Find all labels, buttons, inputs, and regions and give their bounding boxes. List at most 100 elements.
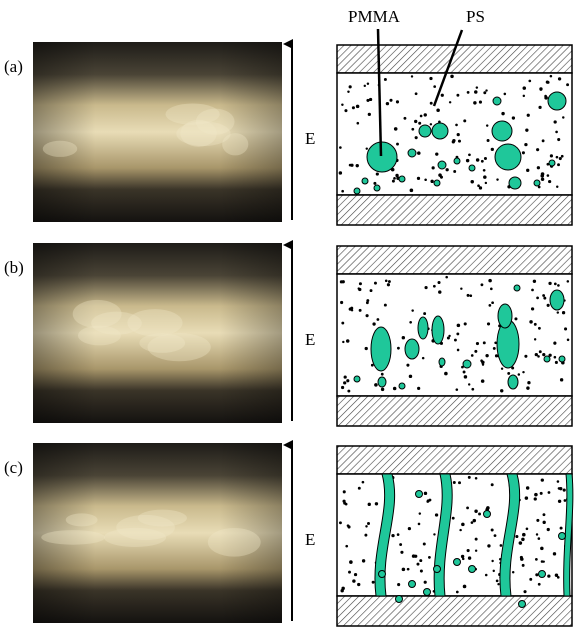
ps-dot [500,544,503,547]
electrode-bottom [337,195,572,225]
ps-dot [543,297,546,300]
pmma-droplet [469,566,476,573]
ps-dot [525,128,528,131]
ps-dot [438,290,441,293]
ps-dot [474,509,477,512]
ps-dot [493,570,495,572]
ps-dot [392,180,395,183]
ps-dot [491,528,494,531]
ps-dot [433,285,436,288]
ps-dot [487,139,490,142]
pmma-droplet [408,149,416,157]
ps-dot [403,117,406,120]
ps-dot [344,109,347,112]
pmma-droplet [484,511,491,518]
ps-dot [447,336,450,339]
ps-dot [473,519,476,522]
pmma-droplet [409,581,416,588]
ps-dot [407,568,410,571]
ps-dot [422,357,425,360]
ps-dot [479,186,482,189]
ps-dot [461,555,464,558]
ps-dot [482,363,484,365]
ps-dot [418,122,421,125]
panel: (b)E [4,243,572,426]
ps-dot [444,372,448,376]
panel-label: (b) [4,258,24,277]
micrograph-blob [166,103,220,124]
ps-dot [543,513,546,516]
ps-dot [370,289,373,292]
ps-dot [559,157,562,160]
pmma-droplet [405,339,419,359]
pmma-droplet [416,491,423,498]
ps-dot [393,177,396,180]
ps-dot [433,85,436,88]
ps-dot [397,533,400,536]
ps-dot [467,294,470,297]
ps-dot [406,364,409,367]
ps-dot [534,493,538,497]
panel: (c)E [4,443,573,626]
ps-dot [394,127,398,131]
ps-dot [356,164,359,167]
ps-dot [543,560,545,562]
ps-dot [424,178,427,181]
ps-dot [481,283,484,286]
ps-dot [435,513,438,516]
ps-dot [550,75,553,78]
ps-dot [399,543,402,546]
ps-dot [410,189,414,193]
ps-dot [518,373,521,376]
ps-dot [458,481,461,484]
ps-dot [547,174,550,177]
ps-dot [483,175,487,179]
ps-dot [471,521,474,524]
micrograph-blob [139,333,185,353]
ps-dot [496,178,498,180]
ps-dot [470,180,473,183]
ps-dot [540,492,543,495]
ps-dot [501,112,504,115]
ps-dot [364,534,367,537]
pmma-droplet [439,358,445,366]
ps-dot [389,99,392,102]
ps-dot [341,104,343,106]
ps-dot [567,339,570,342]
ps-dot [478,513,481,516]
ps-dot [546,81,549,84]
ps-dot [522,564,525,567]
ps-dot [462,558,465,561]
ps-dot [547,304,550,307]
ps-dot [419,512,421,514]
pmma-droplet [399,383,405,389]
ps-dot [474,90,478,94]
ps-dot [339,521,342,524]
ps-dot [555,131,558,134]
ps-dot [349,560,353,564]
electrode-top [337,446,572,474]
ps-dot [547,528,550,531]
ps-dot [477,184,480,187]
ps-dot [567,280,570,283]
ps-dot [415,92,418,95]
ps-dot [523,86,527,90]
ps-dot [548,282,551,285]
ps-dot [400,551,403,554]
micrograph-blob [208,528,261,557]
ps-dot [456,591,459,594]
ps-dot [348,571,351,574]
ps-dot [365,525,367,527]
ps-dot [372,581,375,584]
ps-dot [359,282,362,285]
ps-dot [526,386,529,389]
pmma-label: PMMA [348,7,401,26]
ps-dot [365,347,368,350]
ps-dot [535,573,538,576]
ps-dot [397,347,400,350]
ps-dot [343,490,346,493]
ps-dot [456,94,459,97]
ps-dot [548,180,551,183]
ps-dot [342,341,344,343]
ps-dot [468,383,470,385]
